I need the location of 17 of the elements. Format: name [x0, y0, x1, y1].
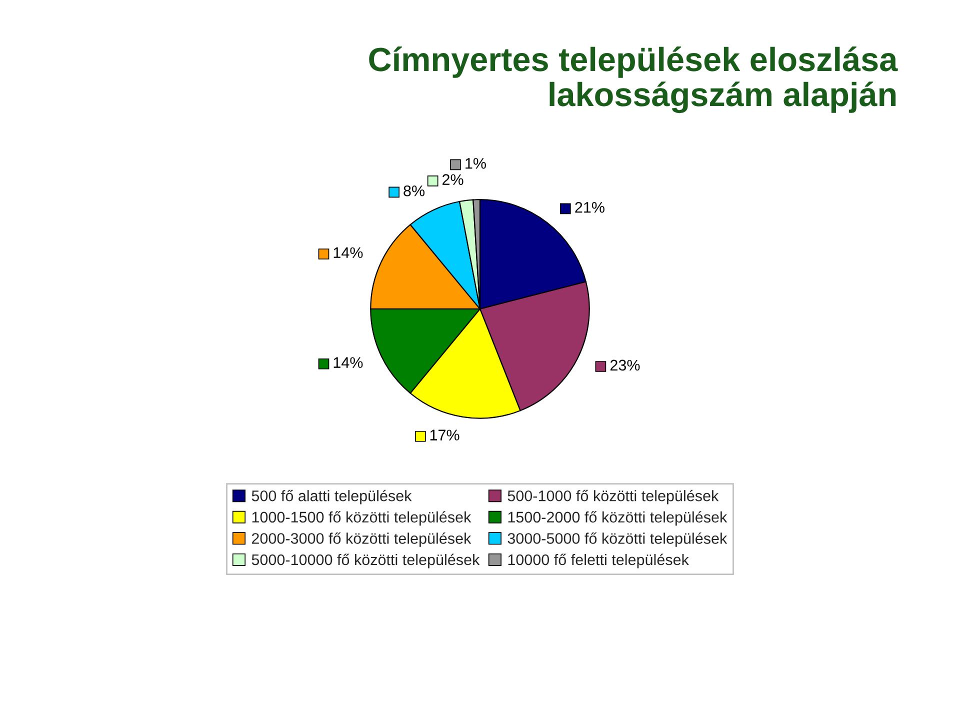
data-label: 17%: [430, 430, 460, 440]
legend-label: 5000-10000 fő közötti települések: [252, 554, 480, 568]
legend-label: 10000 fő feletti települések: [508, 554, 689, 568]
data-label: 23%: [610, 360, 640, 371]
legend-label: 500 fő alatti települések: [252, 490, 412, 504]
legend-label: 1500-2000 fő közötti települések: [508, 511, 728, 526]
data-label: 2%: [442, 174, 464, 185]
legend-label: 1000-1500 fő közötti települések: [252, 511, 472, 526]
data-label: 14%: [334, 247, 363, 258]
data-label: 8%: [404, 185, 425, 196]
legend-label: 500-1000 fő közötti települések: [508, 490, 719, 504]
data-label: 21%: [575, 202, 604, 213]
chart-title: Címnyertes települések eloszlása lakosságszám alapján: [369, 46, 898, 114]
legend-label: 3000-5000 fő közötti települések: [508, 532, 728, 547]
legend-label: 2000-3000 fő közötti települések: [252, 532, 472, 547]
data-label: 14%: [334, 357, 363, 368]
data-label: 1%: [466, 158, 486, 169]
